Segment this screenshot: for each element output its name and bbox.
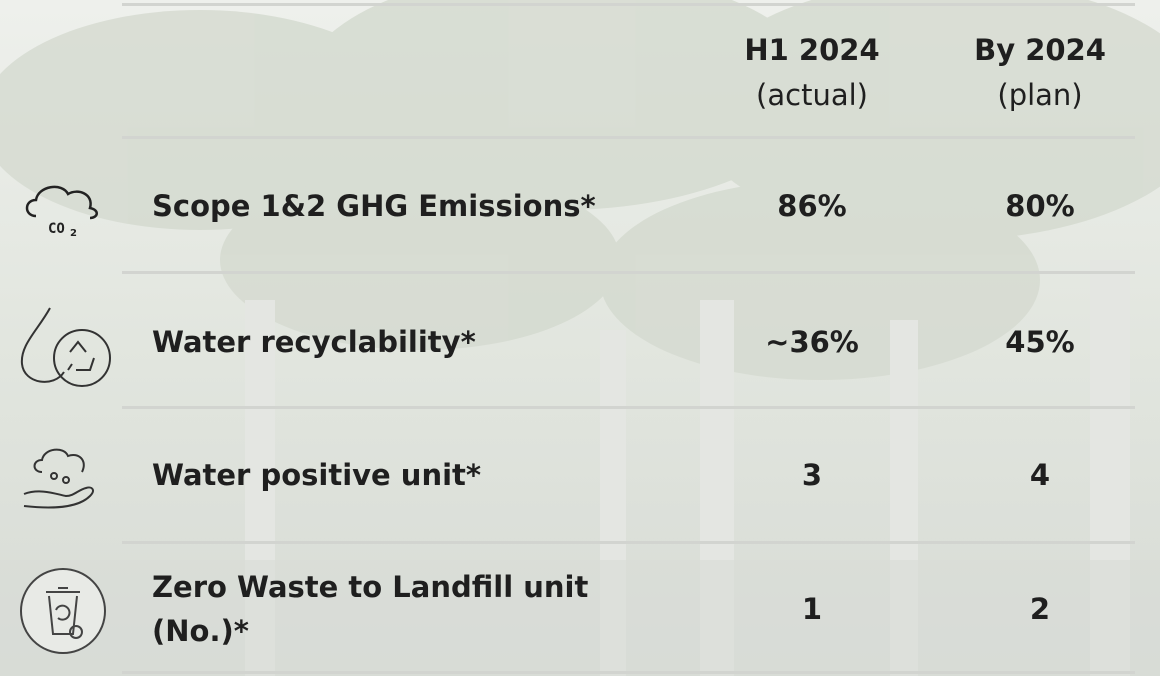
cell-value: 3	[801, 458, 823, 492]
column-subtitle: (actual)	[756, 78, 868, 112]
row-label: (No.)*	[152, 614, 249, 648]
row-divider	[122, 541, 1135, 544]
row-label: Water positive unit*	[152, 458, 482, 492]
row-divider	[122, 136, 1135, 139]
row-divider	[122, 406, 1135, 409]
row-divider	[122, 271, 1135, 274]
water-hand-icon	[23, 448, 94, 509]
row-label: Zero Waste to Landfill unit	[152, 570, 589, 604]
svg-text:CO: CO	[48, 221, 65, 237]
column-subtitle: (plan)	[997, 78, 1083, 112]
row-label: Scope 1&2 GHG Emissions*	[152, 189, 596, 223]
cell-value: 2	[1029, 592, 1051, 626]
cell-value: 80%	[1005, 189, 1075, 223]
zero-waste-icon	[20, 568, 106, 654]
row-label: Water recyclability*	[152, 325, 476, 359]
cell-value: 1	[801, 592, 823, 626]
co2-icon: CO 2	[25, 185, 98, 238]
cell-value: 45%	[1005, 325, 1075, 359]
svg-text:2: 2	[70, 228, 77, 238]
row-divider	[122, 671, 1135, 674]
cell-value: 4	[1029, 458, 1051, 492]
cell-value: ~36%	[765, 325, 859, 359]
cell-value: 86%	[777, 189, 847, 223]
row-divider	[122, 3, 1135, 6]
column-title: By 2024	[974, 33, 1106, 67]
column-title: H1 2024	[744, 33, 880, 67]
water-recycle-icon	[20, 307, 111, 387]
